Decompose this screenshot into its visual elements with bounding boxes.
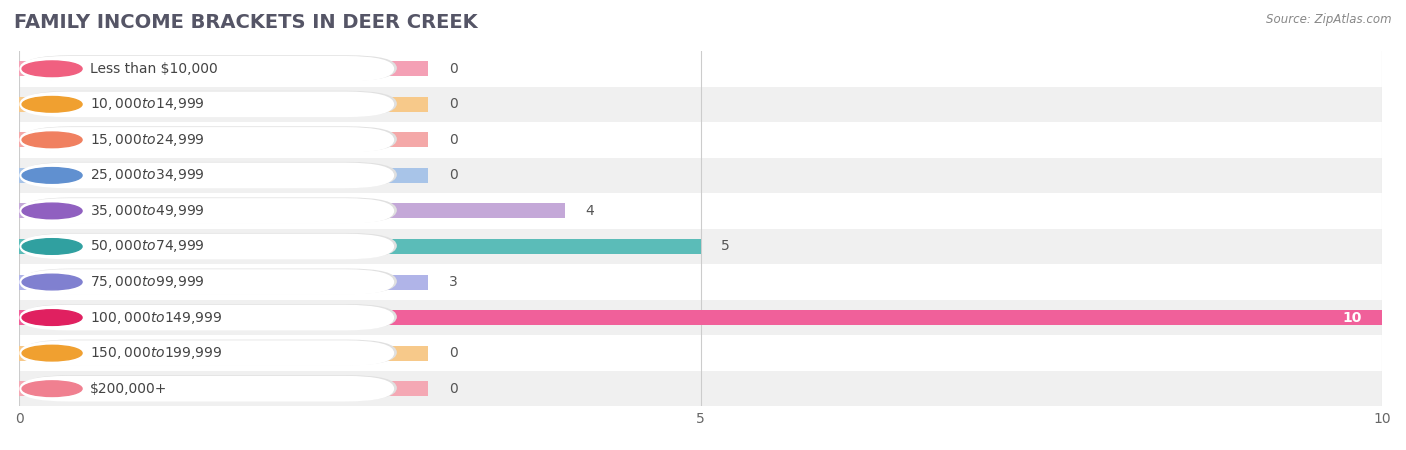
FancyBboxPatch shape <box>22 55 396 81</box>
Text: $200,000+: $200,000+ <box>90 382 167 396</box>
Circle shape <box>22 167 82 183</box>
Text: $15,000 to $24,999: $15,000 to $24,999 <box>90 132 205 148</box>
Bar <box>20 193 1382 229</box>
FancyBboxPatch shape <box>20 198 394 224</box>
Bar <box>20 310 1382 325</box>
FancyBboxPatch shape <box>20 376 394 401</box>
Text: $100,000 to $149,999: $100,000 to $149,999 <box>90 310 222 326</box>
Text: Less than $10,000: Less than $10,000 <box>90 62 218 76</box>
FancyBboxPatch shape <box>20 127 394 153</box>
Text: $10,000 to $14,999: $10,000 to $14,999 <box>90 96 205 112</box>
Bar <box>20 239 700 254</box>
Text: 0: 0 <box>449 346 457 360</box>
Text: 0: 0 <box>449 168 457 182</box>
FancyBboxPatch shape <box>20 305 394 330</box>
Text: 5: 5 <box>721 239 730 253</box>
Circle shape <box>22 310 82 325</box>
FancyBboxPatch shape <box>20 56 394 81</box>
Text: 4: 4 <box>585 204 593 218</box>
FancyBboxPatch shape <box>20 340 394 366</box>
Text: $35,000 to $49,999: $35,000 to $49,999 <box>90 203 205 219</box>
FancyBboxPatch shape <box>22 340 396 365</box>
Text: $50,000 to $74,999: $50,000 to $74,999 <box>90 238 205 255</box>
FancyBboxPatch shape <box>22 375 396 401</box>
Text: 3: 3 <box>449 275 457 289</box>
FancyBboxPatch shape <box>22 233 396 259</box>
Text: $25,000 to $34,999: $25,000 to $34,999 <box>90 167 205 184</box>
Bar <box>20 97 429 112</box>
Bar <box>20 158 1382 193</box>
Bar <box>20 264 1382 300</box>
Text: 0: 0 <box>449 382 457 396</box>
FancyBboxPatch shape <box>22 304 396 330</box>
FancyBboxPatch shape <box>20 91 394 117</box>
Bar <box>20 51 1382 86</box>
Bar <box>20 203 564 218</box>
Bar <box>20 274 429 289</box>
Text: 0: 0 <box>449 62 457 76</box>
Text: $75,000 to $99,999: $75,000 to $99,999 <box>90 274 205 290</box>
Circle shape <box>22 96 82 112</box>
Bar <box>20 122 1382 158</box>
Text: 0: 0 <box>449 133 457 147</box>
Bar <box>20 381 429 396</box>
FancyBboxPatch shape <box>22 269 396 294</box>
Circle shape <box>22 203 82 219</box>
FancyBboxPatch shape <box>22 126 396 152</box>
FancyBboxPatch shape <box>20 269 394 295</box>
FancyBboxPatch shape <box>20 162 394 188</box>
Bar <box>20 61 429 76</box>
FancyBboxPatch shape <box>20 234 394 259</box>
Circle shape <box>22 381 82 396</box>
Text: Source: ZipAtlas.com: Source: ZipAtlas.com <box>1267 14 1392 27</box>
FancyBboxPatch shape <box>22 198 396 223</box>
FancyBboxPatch shape <box>22 162 396 188</box>
Bar <box>20 371 1382 406</box>
Circle shape <box>22 238 82 254</box>
Text: 10: 10 <box>1343 310 1362 324</box>
Bar <box>20 86 1382 122</box>
Bar <box>20 132 429 147</box>
Text: 0: 0 <box>449 97 457 111</box>
Bar <box>20 168 429 183</box>
Circle shape <box>22 61 82 77</box>
Circle shape <box>22 132 82 148</box>
FancyBboxPatch shape <box>22 91 396 117</box>
Circle shape <box>22 274 82 290</box>
Bar <box>20 335 1382 371</box>
Bar <box>20 346 429 360</box>
Bar <box>20 229 1382 264</box>
Text: $150,000 to $199,999: $150,000 to $199,999 <box>90 345 222 361</box>
Bar <box>20 300 1382 335</box>
Circle shape <box>22 345 82 361</box>
Text: FAMILY INCOME BRACKETS IN DEER CREEK: FAMILY INCOME BRACKETS IN DEER CREEK <box>14 14 478 32</box>
